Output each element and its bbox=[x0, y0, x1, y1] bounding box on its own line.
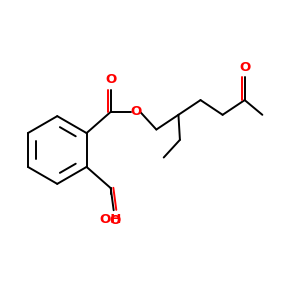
Text: OH: OH bbox=[100, 213, 122, 226]
Text: O: O bbox=[239, 61, 250, 74]
Text: O: O bbox=[105, 73, 116, 86]
Text: O: O bbox=[110, 214, 121, 227]
Text: O: O bbox=[130, 105, 141, 119]
